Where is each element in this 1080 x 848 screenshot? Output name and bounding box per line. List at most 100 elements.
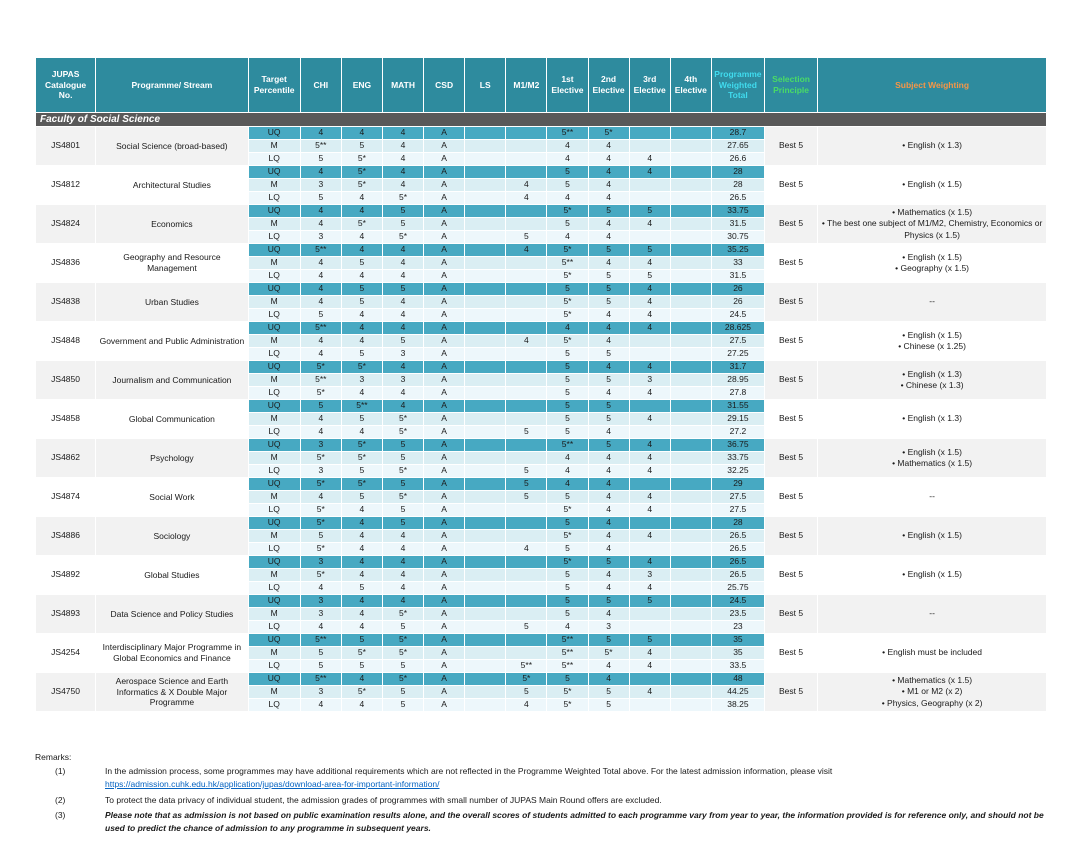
score-cell-elective-2: 5 xyxy=(587,438,630,452)
score-cell-elective-2: 4 xyxy=(587,308,630,322)
score-cell-chi: 3 xyxy=(299,685,342,699)
score-cell-csd: A xyxy=(423,646,466,660)
score-cell-elective-3 xyxy=(628,425,671,439)
subject-weighting-line: • English (x 1.3) xyxy=(902,368,962,379)
grade-row-js4836-lq: LQ 4 4 4 A 5* 5 5 31.5 xyxy=(36,269,1047,283)
subject-weighting-line: • English (x 1.5) xyxy=(902,251,962,262)
score-cell-elective-2: 5* xyxy=(587,126,630,140)
score-cell-elective-3: 3 xyxy=(628,373,671,387)
target-percentile: LQ xyxy=(247,542,301,556)
subject-weighting-line: • English must be included xyxy=(882,647,982,658)
score-cell-elective-3: 3 xyxy=(628,568,671,582)
remark-1: (1) In the admission process, some progr… xyxy=(35,765,1047,791)
score-cell-elective-3: 4 xyxy=(628,308,671,322)
target-percentile: LQ xyxy=(247,620,301,634)
grade-row-js4850-uq: JS4850 Journalism and Communication UQ 5* 5*… xyxy=(34,360,1047,400)
score-cell-chi: 5** xyxy=(299,633,342,647)
score-cell-elective-4 xyxy=(669,672,712,686)
subject-weighting: • English (x 1.3) • Chinese (x 1.3) xyxy=(817,360,1047,400)
score-cell-m1m2: 4 xyxy=(505,191,548,205)
score-cell-eng: 5 xyxy=(340,139,383,153)
remark-number: (1) xyxy=(55,766,66,776)
target-percentile: LQ xyxy=(247,152,301,166)
remark-3-text: Please note that as admission is not bas… xyxy=(105,810,1044,833)
score-cell-elective-4 xyxy=(669,217,712,231)
target-percentile: LQ xyxy=(247,659,301,673)
score-cell-ls xyxy=(464,217,507,231)
score-cell-elective-3: 4 xyxy=(628,503,671,517)
score-cell-csd: A xyxy=(423,165,466,179)
score-cell-ls xyxy=(464,334,507,348)
score-cell-elective-1: 4 xyxy=(546,152,589,166)
score-cell-math: 4 xyxy=(381,568,425,582)
grade-row-js4838-lq: LQ 5 4 4 A 5* 4 4 24.5 xyxy=(36,308,1047,322)
score-cell-chi: 5 xyxy=(299,152,342,166)
score-cell-elective-2: 4 xyxy=(587,139,630,153)
score-cell-chi: 5** xyxy=(299,139,342,153)
selection-principle: Best 5 xyxy=(763,204,819,244)
target-percentile: M xyxy=(247,568,301,582)
target-percentile: UQ xyxy=(247,204,301,218)
score-cell-ls xyxy=(464,152,507,166)
score-cell-ls xyxy=(464,490,507,504)
score-cell-elective-2: 4 xyxy=(587,607,630,621)
grade-row-js4838-uq: JS4838 Urban Studies UQ 4 5 5 A 5 5 4 26 Best 5 -- xyxy=(34,282,1047,322)
grade-row-js4874-uq: JS4874 Social Work UQ 5* 5* 5 A 5 4 4 29 Best 5 -- xyxy=(34,477,1047,517)
score-cell-eng: 4 xyxy=(340,555,383,569)
score-cell-ls xyxy=(464,321,507,335)
target-percentile: LQ xyxy=(247,308,301,322)
score-cell-chi: 5 xyxy=(299,529,342,543)
grade-row-js4848-m: M 4 4 5 A 4 5* 4 27.5 xyxy=(36,334,1047,348)
score-cell-chi: 5* xyxy=(299,542,342,556)
score-cell-elective-3 xyxy=(628,516,671,530)
score-cell-elective-4 xyxy=(669,399,712,413)
score-cell-weighted-total: 23.5 xyxy=(710,607,766,621)
score-cell-weighted-total: 33.75 xyxy=(710,204,766,218)
score-cell-elective-1: 5 xyxy=(546,217,589,231)
subject-weighting-line: • Mathematics (x 1.5) xyxy=(892,206,973,217)
header-row: JUPAS Catalogue No. Programme/ Stream Targ… xyxy=(34,57,1047,113)
score-cell-elective-2: 4 xyxy=(587,581,630,595)
grade-row-js4750-uq: JS4750 Aerospace Science and Earth Inform… xyxy=(34,672,1047,712)
score-cell-m1m2 xyxy=(505,568,548,582)
score-cell-csd: A xyxy=(423,334,466,348)
score-cell-elective-2: 5 xyxy=(587,412,630,426)
score-cell-weighted-total: 33.5 xyxy=(710,659,766,673)
target-percentile: LQ xyxy=(247,191,301,205)
remark-number: (3) xyxy=(55,810,66,821)
score-cell-eng: 4 xyxy=(340,607,383,621)
remarks-title: Remarks: xyxy=(35,752,72,762)
score-cell-elective-2: 5 xyxy=(587,243,630,257)
selection-principle: Best 5 xyxy=(763,555,819,595)
score-cell-math: 4 xyxy=(381,308,425,322)
grade-row-js4824-uq: JS4824 Economics UQ 4 4 5 A 5* 5 5 33.75 Best 5 • Ma… xyxy=(34,204,1047,244)
score-cell-m1m2 xyxy=(505,451,548,465)
score-cell-eng: 4 xyxy=(340,516,383,530)
remark-text: In the admission process, some programme… xyxy=(105,765,1047,791)
score-cell-chi: 5* xyxy=(299,360,342,374)
score-cell-chi: 4 xyxy=(299,698,342,712)
score-cell-elective-1: 5* xyxy=(546,308,589,322)
selection-principle: Best 5 xyxy=(763,126,819,166)
score-cell-elective-1: 5* xyxy=(546,334,589,348)
score-cell-m1m2 xyxy=(505,399,548,413)
score-cell-ls xyxy=(464,685,507,699)
score-cell-elective-2: 4 xyxy=(587,425,630,439)
subject-weighting-line: • Mathematics (x 1.5) xyxy=(892,674,973,685)
score-cell-elective-1: 5 xyxy=(546,386,589,400)
score-cell-csd: A xyxy=(423,451,466,465)
score-cell-elective-2: 5* xyxy=(587,646,630,660)
column-header-elective-4: 4th Elective xyxy=(669,57,712,113)
score-cell-elective-4 xyxy=(669,685,712,699)
score-cell-csd: A xyxy=(423,529,466,543)
score-cell-elective-4 xyxy=(669,438,712,452)
score-cell-elective-3: 4 xyxy=(628,165,671,179)
score-cell-elective-1: 5 xyxy=(546,373,589,387)
score-cell-csd: A xyxy=(423,269,466,283)
score-cell-elective-2: 4 xyxy=(587,529,630,543)
admission-info-link[interactable]: https://admission.cuhk.edu.hk/applicatio… xyxy=(105,778,440,789)
score-cell-elective-3: 4 xyxy=(628,464,671,478)
subject-weighting: -- xyxy=(817,477,1047,517)
score-cell-elective-3: 4 xyxy=(628,360,671,374)
programme-code: JS4836 xyxy=(34,243,97,283)
